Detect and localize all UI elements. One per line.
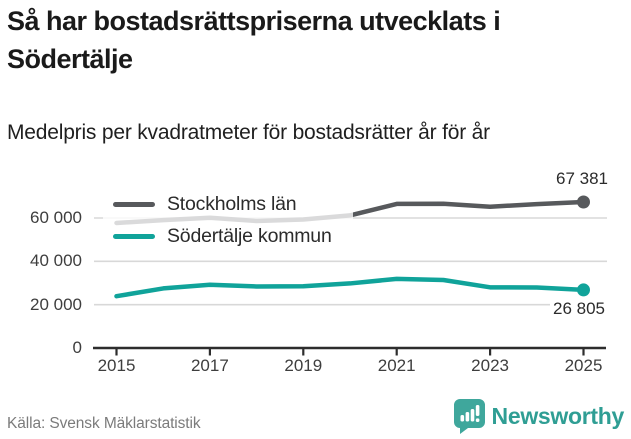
x-tick-label: 2023 bbox=[471, 356, 509, 375]
series-endpoint-dot bbox=[577, 195, 590, 209]
y-tick-label: 20 000 bbox=[30, 294, 82, 314]
y-tick-label: 0 bbox=[72, 338, 82, 357]
chart-subtitle: Medelpris per kvadratmeter för bostadsrä… bbox=[7, 121, 490, 144]
chart-title: Så har bostadsrättspriserna utvecklats i… bbox=[7, 6, 501, 74]
legend-backdrop bbox=[103, 188, 353, 252]
legend-item: Stockholms län bbox=[103, 189, 353, 219]
legend-label: Stockholms län bbox=[167, 192, 297, 215]
legend-swatch bbox=[113, 233, 155, 239]
newsworthy-logo[interactable]: Newsworthy bbox=[453, 399, 625, 434]
x-tick-label: 2025 bbox=[564, 356, 603, 375]
brand-name: Newsworthy bbox=[491, 403, 625, 429]
x-tick-label: 2019 bbox=[284, 356, 323, 375]
series-endpoint-dot bbox=[577, 283, 590, 297]
x-tick-label: 2017 bbox=[190, 356, 229, 375]
legend-label: Södertälje kommun bbox=[167, 224, 332, 247]
legend-swatch bbox=[113, 201, 155, 207]
series-line bbox=[114, 276, 586, 299]
y-tick-label: 60 000 bbox=[30, 208, 82, 227]
chart-legend: Stockholms län Södertälje kommun bbox=[103, 188, 353, 252]
series-end-label: 26 805 bbox=[550, 298, 608, 318]
series-end-label: 67 381 bbox=[556, 169, 608, 188]
legend-item: Södertälje kommun bbox=[103, 221, 353, 251]
x-tick-label: 2021 bbox=[377, 356, 416, 375]
x-tick-label: 2015 bbox=[97, 356, 136, 375]
source-note: Källa: Svensk Mäklarstatistik bbox=[7, 415, 201, 432]
y-tick-label: 40 000 bbox=[30, 251, 82, 271]
newsworthy-logo-icon bbox=[453, 399, 485, 434]
